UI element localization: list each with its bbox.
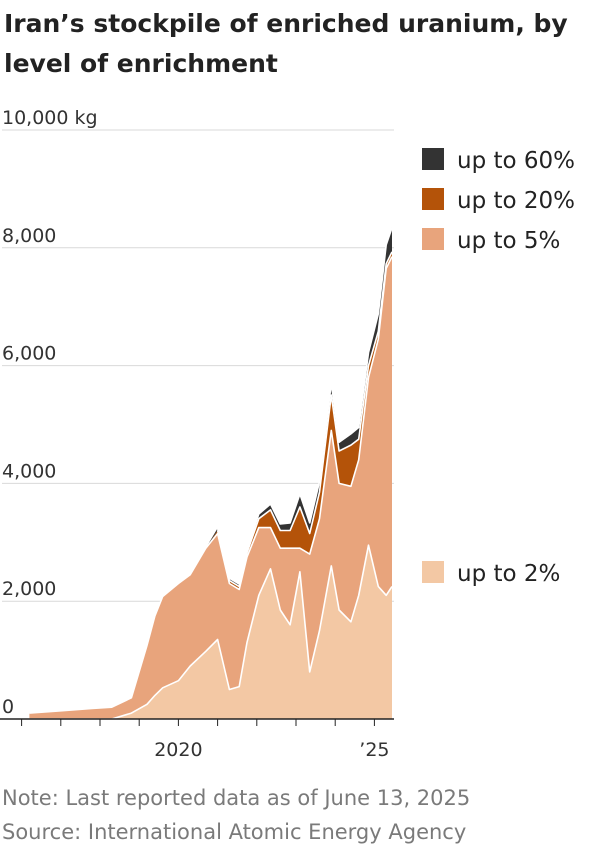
area-edge-up-to-60: [216, 227, 393, 585]
area-edge-up-to-2: [29, 544, 393, 720]
area-edge-up-to-5: [29, 256, 393, 714]
legend-label-up-to-60: up to 60%: [457, 148, 575, 174]
y-tick-label: 4,000: [2, 460, 56, 482]
chart-note: Note: Last reported data as of June 13, …: [2, 786, 471, 810]
y-tick-label: 6,000: [2, 343, 56, 365]
y-axis-tick-labels: 0 2,000 4,000 6,000 8,000 10,000 kg: [2, 107, 98, 718]
x-tick-label: 2020: [154, 739, 202, 761]
legend-label-up-to-2: up to 2%: [457, 561, 560, 587]
y-tick-label: 8,000: [2, 225, 56, 247]
legend-swatch-up-to-60: [422, 148, 444, 170]
legend-label-up-to-5: up to 5%: [457, 228, 560, 254]
area-up-to-5: [29, 256, 393, 719]
y-tick-label: 0: [2, 696, 14, 718]
y-tick-label: 10,000 kg: [2, 107, 98, 129]
chart-source: Source: International Atomic Energy Agen…: [2, 820, 467, 844]
legend-swatch-up-to-2: [422, 561, 444, 583]
stacked-areas: [29, 227, 393, 720]
x-axis-tick-labels: 2020 ’25: [154, 739, 389, 761]
legend: up to 60% up to 20% up to 5% up to 2%: [422, 148, 575, 587]
x-tick-label: ’25: [359, 739, 389, 761]
x-axis: [0, 718, 394, 726]
legend-swatch-up-to-5: [422, 228, 444, 250]
chart-title: Iran’s stockpile of enriched uranium, by…: [4, 9, 568, 78]
legend-label-up-to-20: up to 20%: [457, 188, 575, 214]
legend-swatch-up-to-20: [422, 188, 444, 210]
y-tick-label: 2,000: [2, 578, 56, 600]
